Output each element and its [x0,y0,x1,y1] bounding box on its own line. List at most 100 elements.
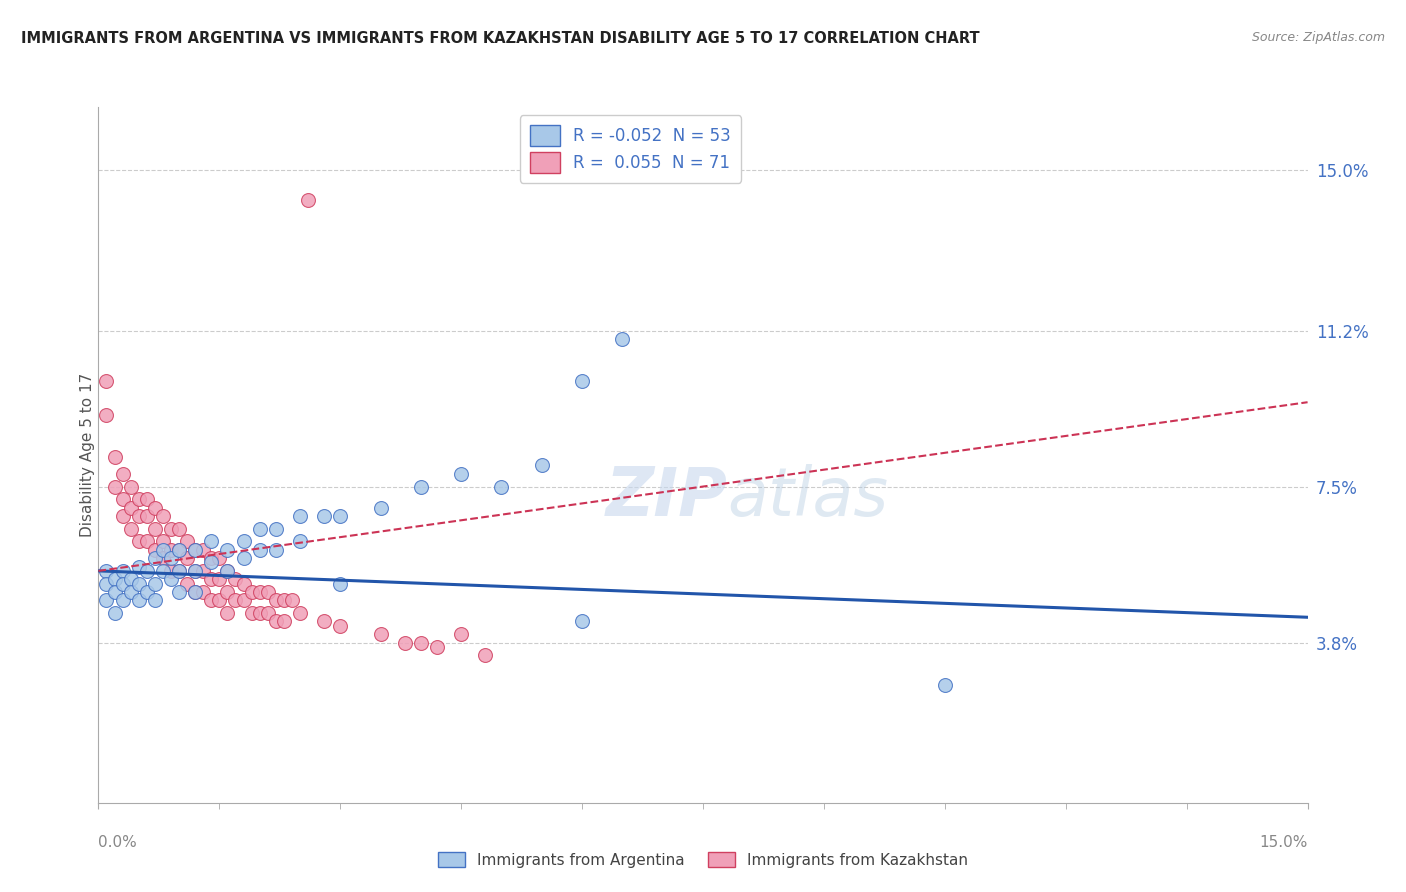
Point [128,593,150,607]
Point [200,556,222,570]
Point [128,509,150,524]
Point [450,627,472,641]
Point [256,606,278,620]
Point [160,551,183,566]
Point [111,509,134,524]
Point [143,542,166,557]
Point [193,585,215,599]
Point [167,564,190,578]
Point [135,534,157,549]
Point [96,576,118,591]
Point [152,564,174,578]
Point [160,572,183,586]
Point [184,542,207,557]
Text: ZIP: ZIP [606,464,727,530]
Text: IMMIGRANTS FROM ARGENTINA VS IMMIGRANTS FROM KAZAKHSTAN DISABILITY AGE 5 TO 17 C: IMMIGRANTS FROM ARGENTINA VS IMMIGRANTS … [21,31,980,46]
Point [571,374,593,388]
Point [474,648,496,663]
Text: atlas: atlas [727,464,889,530]
Point [176,576,198,591]
Point [208,593,231,607]
Point [288,509,311,524]
Text: 0.0%: 0.0% [98,836,138,850]
Point [103,450,125,464]
Point [152,509,174,524]
Point [240,606,263,620]
Point [143,593,166,607]
Point [249,606,271,620]
Point [143,522,166,536]
Point [530,458,553,473]
Point [152,542,174,557]
Point [167,542,190,557]
Point [193,542,215,557]
Point [135,564,157,578]
Point [249,522,271,536]
Point [96,408,118,422]
Point [249,585,271,599]
Point [264,522,287,536]
Point [409,635,432,649]
Text: 15.0%: 15.0% [1260,836,1308,850]
Point [288,534,311,549]
Point [370,500,392,515]
Point [240,585,263,599]
Point [193,564,215,578]
Point [96,374,118,388]
Point [103,585,125,599]
Point [217,542,239,557]
Point [200,572,222,586]
Legend: R = -0.052  N = 53, R =  0.055  N = 71: R = -0.052 N = 53, R = 0.055 N = 71 [520,115,741,183]
Point [184,542,207,557]
Point [128,492,150,507]
Point [329,618,352,632]
Point [135,509,157,524]
Point [571,615,593,629]
Point [184,585,207,599]
Point [450,467,472,481]
Point [160,542,183,557]
Point [329,509,352,524]
Point [167,542,190,557]
Point [273,615,295,629]
Point [152,534,174,549]
Point [111,576,134,591]
Point [249,542,271,557]
Point [208,572,231,586]
Point [426,640,449,654]
Point [264,593,287,607]
Point [120,572,142,586]
Point [264,615,287,629]
Point [103,606,125,620]
Point [297,193,319,207]
Point [128,576,150,591]
Point [167,564,190,578]
Point [232,593,254,607]
Point [281,593,304,607]
Point [111,593,134,607]
Point [217,585,239,599]
Point [111,467,134,481]
Point [120,585,142,599]
Point [103,572,125,586]
Point [288,606,311,620]
Point [314,509,336,524]
Point [143,551,166,566]
Text: Source: ZipAtlas.com: Source: ZipAtlas.com [1251,31,1385,45]
Point [208,551,231,566]
Point [329,576,352,591]
Point [409,479,432,493]
Point [217,606,239,620]
Point [934,678,956,692]
Point [96,593,118,607]
Point [111,564,134,578]
Point [264,542,287,557]
Point [103,479,125,493]
Point [370,627,392,641]
Point [160,522,183,536]
Point [232,576,254,591]
Point [200,551,222,566]
Point [232,551,254,566]
Point [224,572,246,586]
Y-axis label: Disability Age 5 to 17: Disability Age 5 to 17 [80,373,94,537]
